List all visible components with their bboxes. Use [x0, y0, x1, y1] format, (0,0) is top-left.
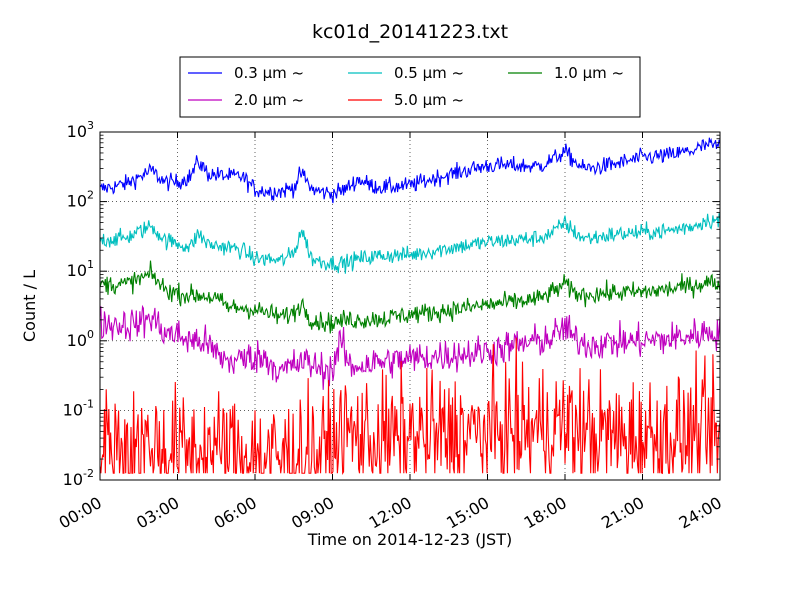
legend-label: 1.0 μm ~	[554, 64, 624, 82]
series-layer	[100, 137, 720, 476]
y-axis-label: Count / L	[20, 270, 39, 342]
y-tick-label: 103	[67, 119, 94, 141]
legend-label: 0.3 μm ~	[234, 64, 304, 82]
series-line	[100, 213, 720, 274]
x-tick-label: 00:00	[56, 493, 105, 533]
legend: 0.3 μm ~ 0.5 μm ~ 1.0 μm ~ 2.0 μm ~ 5.0 μm ~	[179, 56, 641, 118]
x-tick-label: 18:00	[521, 493, 570, 533]
y-tick-label: 10-1	[63, 397, 94, 419]
x-tick-labels: 00:00 03:00 06:00 09:00 12:00 15:00 18:00 21:00…	[56, 493, 725, 533]
series-line	[100, 337, 720, 476]
y-tick-label: 10-2	[63, 467, 94, 489]
x-axis-label: Time on 2014-12-23 (JST)	[307, 530, 512, 549]
x-tick-label: 24:00	[676, 493, 725, 533]
x-tick-label: 15:00	[443, 493, 492, 533]
series-line	[100, 304, 720, 390]
chart-title: kc01d_20141223.txt	[312, 21, 508, 43]
legend-label: 5.0 μm ~	[394, 91, 464, 109]
y-tick-label: 102	[67, 189, 94, 211]
legend-box	[179, 56, 641, 118]
x-tick-label: 21:00	[598, 493, 647, 533]
x-tick-label: 12:00	[366, 493, 415, 533]
x-tick-label: 09:00	[288, 493, 337, 533]
series-line	[100, 137, 720, 204]
y-tick-label: 101	[67, 258, 94, 280]
legend-label: 2.0 μm ~	[234, 91, 304, 109]
legend-label: 0.5 μm ~	[394, 64, 464, 82]
x-tick-label: 06:00	[211, 493, 260, 533]
y-tick-labels: 10-2 10-1 100 101 102 103	[63, 119, 94, 489]
x-tick-label: 03:00	[133, 493, 182, 533]
series-line	[100, 260, 720, 334]
y-tick-label: 100	[67, 328, 94, 350]
ticks	[99, 131, 721, 481]
